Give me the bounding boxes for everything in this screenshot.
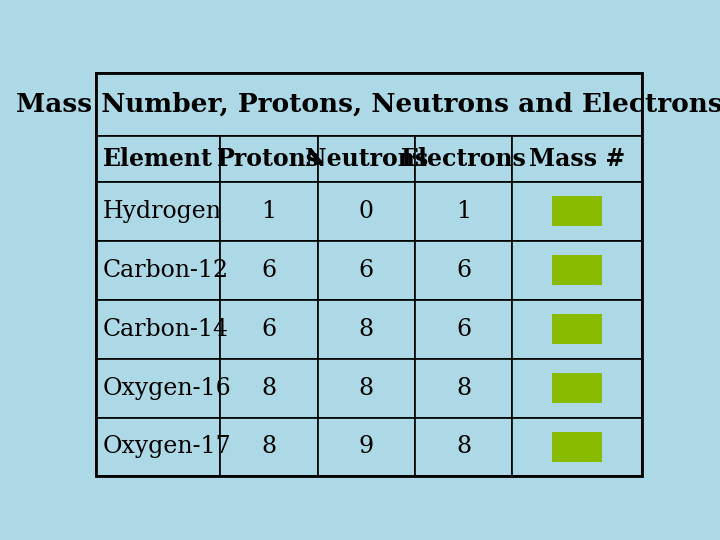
Bar [415,241,512,300]
Text: 0: 0 [359,200,374,223]
Bar [318,359,415,417]
Text: 8: 8 [359,318,374,341]
Text: 8: 8 [261,435,276,458]
Bar [96,241,220,300]
Text: 8: 8 [359,376,374,400]
Text: 6: 6 [456,259,471,282]
Bar [552,197,603,226]
Bar [512,417,642,476]
Bar [220,241,318,300]
Text: Element: Element [103,147,213,171]
Bar [512,359,642,417]
Text: Mass Number, Protons, Neutrons and Electrons: Mass Number, Protons, Neutrons and Elect… [16,92,720,117]
Text: Carbon-14: Carbon-14 [102,318,228,341]
Bar [318,300,415,359]
Bar [96,73,642,136]
Bar [415,300,512,359]
Text: 9: 9 [359,435,374,458]
Bar [220,359,318,417]
Text: 6: 6 [261,259,276,282]
Bar [415,182,512,241]
Bar [512,136,642,182]
Text: 8: 8 [456,376,471,400]
Text: 6: 6 [261,318,276,341]
Text: 8: 8 [456,435,471,458]
Bar [318,241,415,300]
Text: Carbon-12: Carbon-12 [102,259,228,282]
Bar [512,300,642,359]
Text: Electrons: Electrons [400,147,526,171]
Text: Oxygen-17: Oxygen-17 [102,435,231,458]
Text: Oxygen-16: Oxygen-16 [102,376,231,400]
Bar [552,373,603,403]
Bar [552,255,603,285]
Bar [415,359,512,417]
Bar [220,136,318,182]
Bar [552,314,603,344]
Text: Mass #: Mass # [529,147,626,171]
Bar [96,182,220,241]
Bar [220,300,318,359]
Text: 6: 6 [456,318,471,341]
Bar [552,432,603,462]
Bar [318,417,415,476]
Bar [318,182,415,241]
Text: 8: 8 [261,376,276,400]
Text: Hydrogen: Hydrogen [102,200,221,223]
Bar [220,182,318,241]
Text: Protons: Protons [217,147,320,171]
Bar [512,182,642,241]
Bar [512,241,642,300]
Bar [96,359,220,417]
Bar [415,417,512,476]
Bar [318,136,415,182]
Bar [96,417,220,476]
Text: 1: 1 [261,200,276,223]
Bar [415,136,512,182]
Text: 6: 6 [359,259,374,282]
Text: Neutrons: Neutrons [305,147,428,171]
Text: 1: 1 [456,200,471,223]
Bar [96,136,220,182]
Bar [220,417,318,476]
Bar [96,300,220,359]
